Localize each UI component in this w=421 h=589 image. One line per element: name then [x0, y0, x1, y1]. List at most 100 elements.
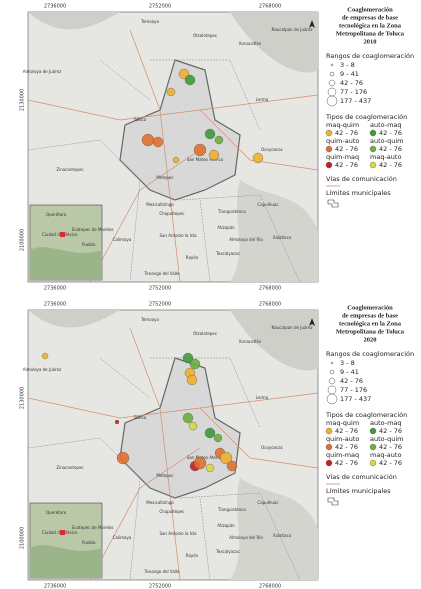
place-label: Calimaya [113, 237, 132, 242]
coordinate-label: 2768000 [259, 584, 281, 589]
place-label: Xalatlaco [273, 533, 292, 538]
place-label: Almoloya de Juárez [23, 367, 61, 372]
type-name: auto-quim [370, 137, 403, 145]
coagglomeration-point [186, 374, 198, 386]
place-label: Temoaya [140, 19, 159, 24]
range-label: 3 - 8 [340, 359, 355, 367]
coagglomeration-point [213, 433, 223, 443]
coordinate-label: 2736000 [44, 286, 66, 292]
coagglomeration-point [226, 460, 238, 472]
range-symbol [327, 385, 337, 395]
place-label: San Mateo Atenco [187, 157, 224, 162]
metro-area [119, 59, 241, 201]
terrain [28, 310, 318, 371]
inset-label: Puebla [82, 540, 96, 545]
inset-label: Ecatepec de Morelos [72, 525, 114, 530]
north-arrow [309, 20, 315, 28]
type-name: auto-maq [370, 419, 402, 427]
type-range: 42 - 76 [379, 129, 402, 137]
coagglomeration-point [114, 419, 120, 425]
type-symbol [369, 459, 377, 467]
range-symbol [330, 63, 334, 67]
legend-roads: Vías de comunicación [326, 175, 397, 183]
coagglomeration-point [214, 135, 224, 145]
range-label: 177 - 437 [340, 395, 371, 403]
coagglomeration-point [208, 149, 220, 161]
place-label: Almoloya del Río [229, 237, 263, 242]
place-label: Lerma [256, 395, 269, 400]
range-label: 77 - 176 [340, 88, 367, 96]
coagglomeration-point [204, 427, 216, 439]
place-label: Calimaya [113, 535, 132, 540]
type-name: maq-quim [326, 419, 359, 427]
municipal-limit [99, 357, 151, 399]
range-label: 9 - 41 [340, 368, 359, 376]
limit-symbol [327, 497, 339, 506]
type-symbol [325, 145, 333, 153]
range-label: 42 - 76 [340, 377, 363, 385]
range-symbol [328, 377, 336, 385]
coordinate-label: 2736000 [44, 4, 66, 10]
road [199, 109, 319, 171]
coordinate-label: 2100000 [20, 527, 26, 549]
coordinate-label: 2130000 [20, 387, 26, 409]
type-name: quim-maq [326, 153, 359, 161]
range-symbol [329, 71, 335, 77]
coagglomeration-point [152, 136, 164, 148]
type-symbol [369, 129, 377, 137]
place-label: San Mateo Atenco [187, 455, 224, 460]
place-label: Lerma [256, 97, 269, 102]
place-label: Ocoyoacac [261, 445, 283, 450]
type-name: maq-quim [326, 121, 359, 129]
type-symbol [325, 459, 333, 467]
range-symbol [330, 361, 334, 365]
type-range: 42 - 76 [335, 443, 358, 451]
coordinate-label: 2752000 [149, 4, 171, 10]
coagglomeration-point [184, 74, 196, 86]
type-symbol [369, 145, 377, 153]
coagglomeration-point [188, 421, 198, 431]
place-label: Xalatlaco [273, 235, 292, 240]
coagglomeration-point [166, 87, 176, 97]
type-symbol [369, 161, 377, 169]
coagglomeration-point [219, 451, 233, 465]
place-label: Tianguistenco [217, 209, 246, 214]
place-label: Toluca [133, 117, 147, 122]
coordinate-label: 2752000 [149, 286, 171, 292]
type-range: 42 - 76 [379, 443, 402, 451]
type-range: 42 - 76 [335, 459, 358, 467]
inset-label: Querétaro [46, 212, 67, 217]
place-label: Xonacatlán [239, 339, 262, 344]
type-range: 42 - 76 [335, 427, 358, 435]
place-label: Almoloya del Río [229, 535, 263, 540]
legend-title: tecnológica en la Zona [339, 320, 402, 327]
type-range: 42 - 76 [379, 427, 402, 435]
place-label: San Antonio la Isla [159, 233, 197, 238]
inset-marker [60, 232, 65, 237]
type-range: 42 - 76 [379, 145, 402, 153]
municipal-limit [99, 59, 151, 101]
coagglomeration-point [204, 128, 216, 140]
range-symbol [329, 369, 335, 375]
range-symbol [326, 393, 338, 405]
place-label: Zinacantepec [56, 465, 83, 470]
legend-title: Metropolitana de Toluca [336, 30, 405, 37]
inset-label: Puebla [82, 242, 96, 247]
place-label: Tenango del Valle [144, 569, 180, 574]
place-label: Capulhuac [257, 202, 278, 207]
municipal-limit [150, 357, 261, 429]
inset-label: Ecatepec de Morelos [72, 227, 114, 232]
road [129, 29, 181, 283]
road [89, 149, 201, 283]
place-label: Atizapán [217, 523, 235, 528]
range-symbol [328, 79, 336, 87]
terrain [28, 12, 318, 73]
type-symbol [369, 427, 377, 435]
type-name: quim-maq [326, 451, 359, 459]
coagglomeration-point [116, 451, 130, 465]
place-label: Temoaya [140, 317, 159, 322]
legend-heading: Rangos de coaglomeración [326, 350, 414, 358]
range-label: 42 - 76 [340, 79, 363, 87]
legend-title: Coaglomeración [347, 304, 393, 311]
